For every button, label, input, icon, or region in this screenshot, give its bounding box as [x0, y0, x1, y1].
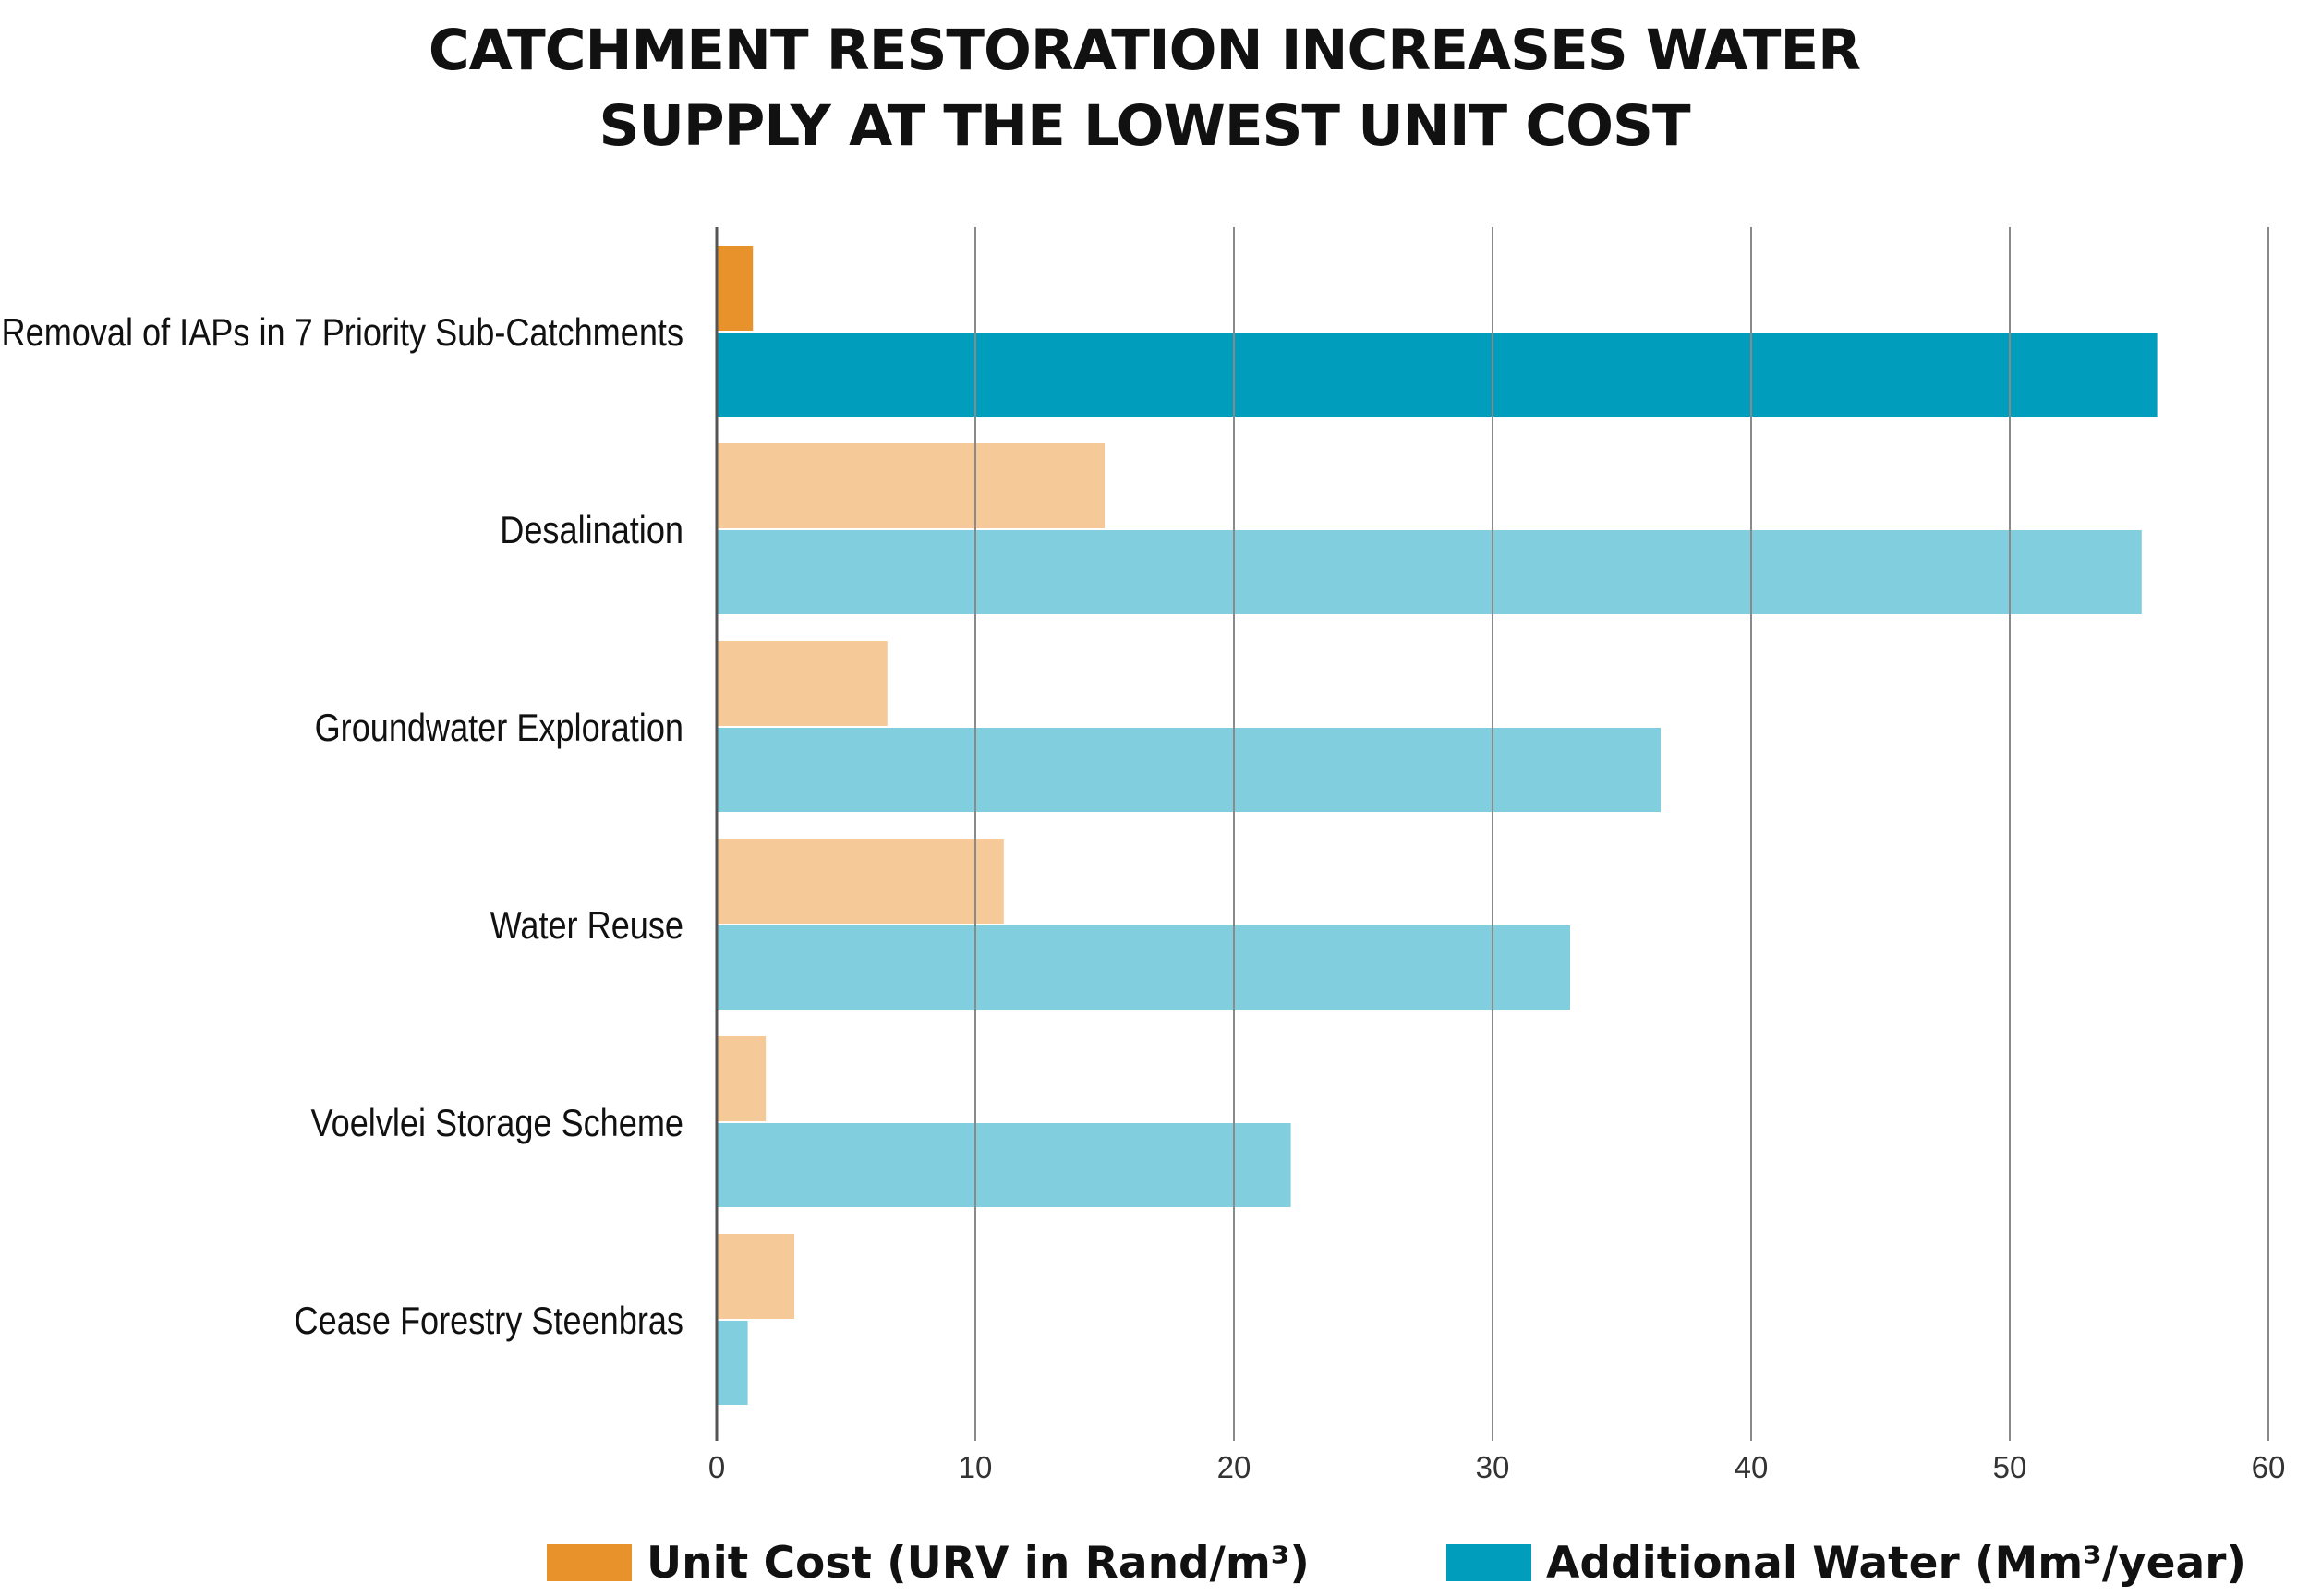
legend-item-unit-cost: Unit Cost (URV in Rand/m³) — [547, 1535, 1310, 1590]
bar-additional-water-1 — [717, 530, 2142, 614]
bar-unit-cost-2 — [717, 641, 888, 726]
x-tick-label-60: 60 — [2252, 1450, 2286, 1484]
category-label-1: Desalination — [500, 510, 683, 552]
bar-unit-cost-4 — [717, 1036, 767, 1121]
bar-unit-cost-5 — [717, 1234, 794, 1319]
legend-swatch-unit-cost — [547, 1544, 632, 1581]
bar-unit-cost-0 — [717, 246, 754, 331]
bar-additional-water-3 — [717, 925, 1570, 1010]
x-tick-label-0: 0 — [708, 1450, 725, 1484]
x-tick-label-20: 20 — [1217, 1450, 1251, 1484]
chart-title-line-2: SUPPLY AT THE LOWEST UNIT COST — [598, 93, 1690, 159]
category-label-4: Voelvlei Storage Scheme — [311, 1103, 683, 1145]
x-tick-label-30: 30 — [1476, 1450, 1510, 1484]
category-label-5: Cease Forestry Steenbras — [295, 1300, 683, 1343]
legend-label-additional-water: Additional Water (Mm³/year) — [1546, 1537, 2246, 1589]
chart-title-line-1: CATCHMENT RESTORATION INCREASES WATER — [428, 18, 1861, 83]
category-label-3: Water Reuse — [490, 905, 683, 948]
bar-additional-water-5 — [717, 1321, 748, 1405]
bar-additional-water-0 — [717, 332, 2158, 417]
bar-unit-cost-3 — [717, 839, 1004, 924]
x-tick-label-40: 40 — [1735, 1450, 1769, 1484]
legend-label-unit-cost: Unit Cost (URV in Rand/m³) — [647, 1537, 1310, 1589]
chart-title: CATCHMENT RESTORATION INCREASES WATER SU… — [0, 13, 2289, 164]
bar-chart: Removal of IAPs in 7 Priority Sub-Catchm… — [2, 227, 2286, 1484]
x-tick-label-50: 50 — [1993, 1450, 2027, 1484]
category-label-2: Groundwater Exploration — [315, 707, 683, 750]
category-label-0: Removal of IAPs in 7 Priority Sub-Catchm… — [2, 312, 683, 355]
bar-additional-water-4 — [717, 1123, 1291, 1207]
bar-additional-water-2 — [717, 728, 1661, 812]
legend-swatch-additional-water — [1446, 1544, 1531, 1581]
x-tick-label-10: 10 — [959, 1450, 993, 1484]
bar-unit-cost-1 — [717, 443, 1105, 528]
legend-item-additional-water: Additional Water (Mm³/year) — [1446, 1535, 2246, 1590]
